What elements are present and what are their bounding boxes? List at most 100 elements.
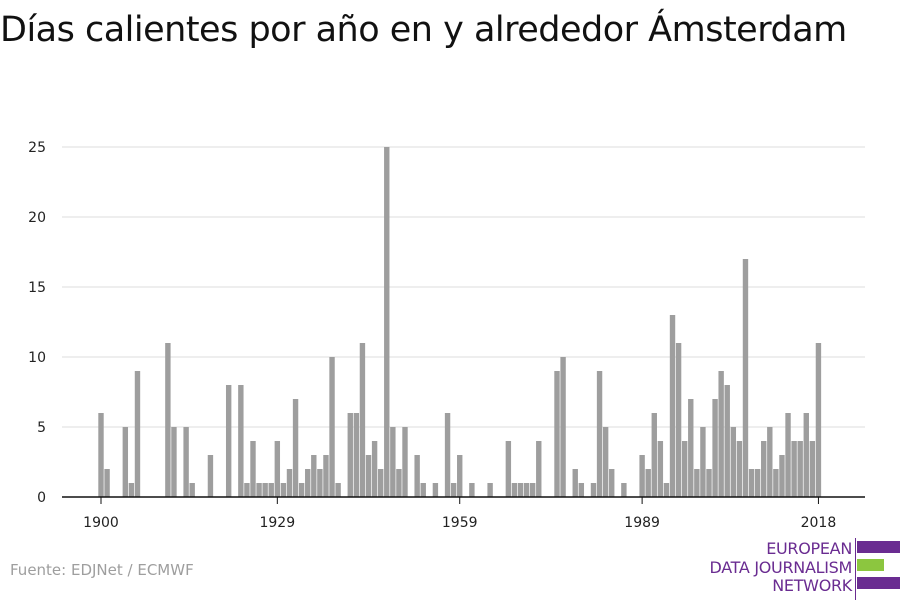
y-tick-label: 20 [28,210,46,226]
bar [505,441,512,497]
bar [815,343,822,497]
bar [803,413,809,497]
bar [663,483,670,497]
bar [681,441,688,497]
bar [189,483,195,497]
source-note: Fuente: EDJNet / ECMWF [10,561,194,579]
bar [396,469,402,497]
bar [432,483,439,497]
bar [657,441,664,497]
logo-bar-bottom [857,577,900,589]
chart-title: Días calientes por año en y alrededor Ám… [0,10,847,50]
x-tick-label: 1959 [442,515,478,531]
bar [98,413,104,497]
bar [736,441,743,497]
bar [761,441,767,497]
bar [414,455,420,497]
bar [669,315,676,497]
y-tick-label: 5 [37,420,46,436]
logo-bar-middle [857,559,884,571]
bar [590,483,597,497]
bar [742,259,749,497]
bar [268,483,274,497]
bar [779,455,785,497]
bar [365,455,372,497]
bar [298,483,305,497]
x-tick-label: 1989 [624,515,660,531]
bar [609,469,615,497]
bar [596,371,603,497]
bar [572,469,578,497]
bar [523,483,530,497]
bar [353,413,360,497]
logo-bar-top [857,541,900,553]
bar [809,441,816,497]
bar [517,483,524,497]
bar [292,399,299,497]
bar [238,385,244,497]
bar [329,357,335,497]
logo-line-3: NETWORK [772,576,852,595]
bar [718,371,724,497]
bar [183,427,189,497]
y-tick-label: 25 [28,140,46,156]
bar [134,371,141,497]
bar [529,483,536,497]
bar [694,469,700,497]
bar [444,413,451,497]
bar [469,483,475,497]
x-tick-label: 1929 [259,515,295,531]
bar [773,469,779,497]
bar [700,427,706,497]
bar [578,483,585,497]
bar [165,343,171,497]
bar [286,469,293,497]
bar [675,343,682,497]
bar [639,455,645,497]
bar [274,441,281,497]
bar [536,441,542,497]
bar [256,483,262,497]
bar [280,483,287,497]
bar [122,427,129,497]
bar [724,385,730,497]
bar [128,483,135,497]
bar [730,427,737,497]
logo-line-1: EUROPEAN [766,539,852,558]
bar [359,343,366,497]
bar [487,483,493,497]
x-tick-label: 1900 [83,515,119,531]
bar [420,483,426,497]
bar [785,413,791,497]
bar [651,413,657,497]
bars [98,147,822,497]
bar [712,399,718,497]
bar [305,469,311,497]
bar [554,371,560,497]
bar [754,469,761,497]
bar [688,399,694,497]
x-tick-label: 2018 [801,515,837,531]
bar [706,469,712,497]
bar [250,441,256,497]
x-axis-ticks: 1900 1929 1959 1989 2018 [83,497,836,531]
bar [402,427,408,497]
bar [377,469,384,497]
bar [457,455,463,497]
bar [207,455,214,497]
y-axis-ticks: 0 5 10 15 20 25 [28,140,46,506]
bar [791,441,797,497]
bar [104,469,110,497]
y-tick-label: 10 [28,350,46,366]
bar [347,413,353,497]
bar [645,469,651,497]
bar [371,441,378,497]
y-tick-label: 15 [28,280,46,296]
bar [560,357,566,497]
y-tick-label: 0 [37,490,46,506]
bar [244,483,250,497]
bar [511,483,518,497]
bar [262,483,268,497]
bar [767,427,773,497]
